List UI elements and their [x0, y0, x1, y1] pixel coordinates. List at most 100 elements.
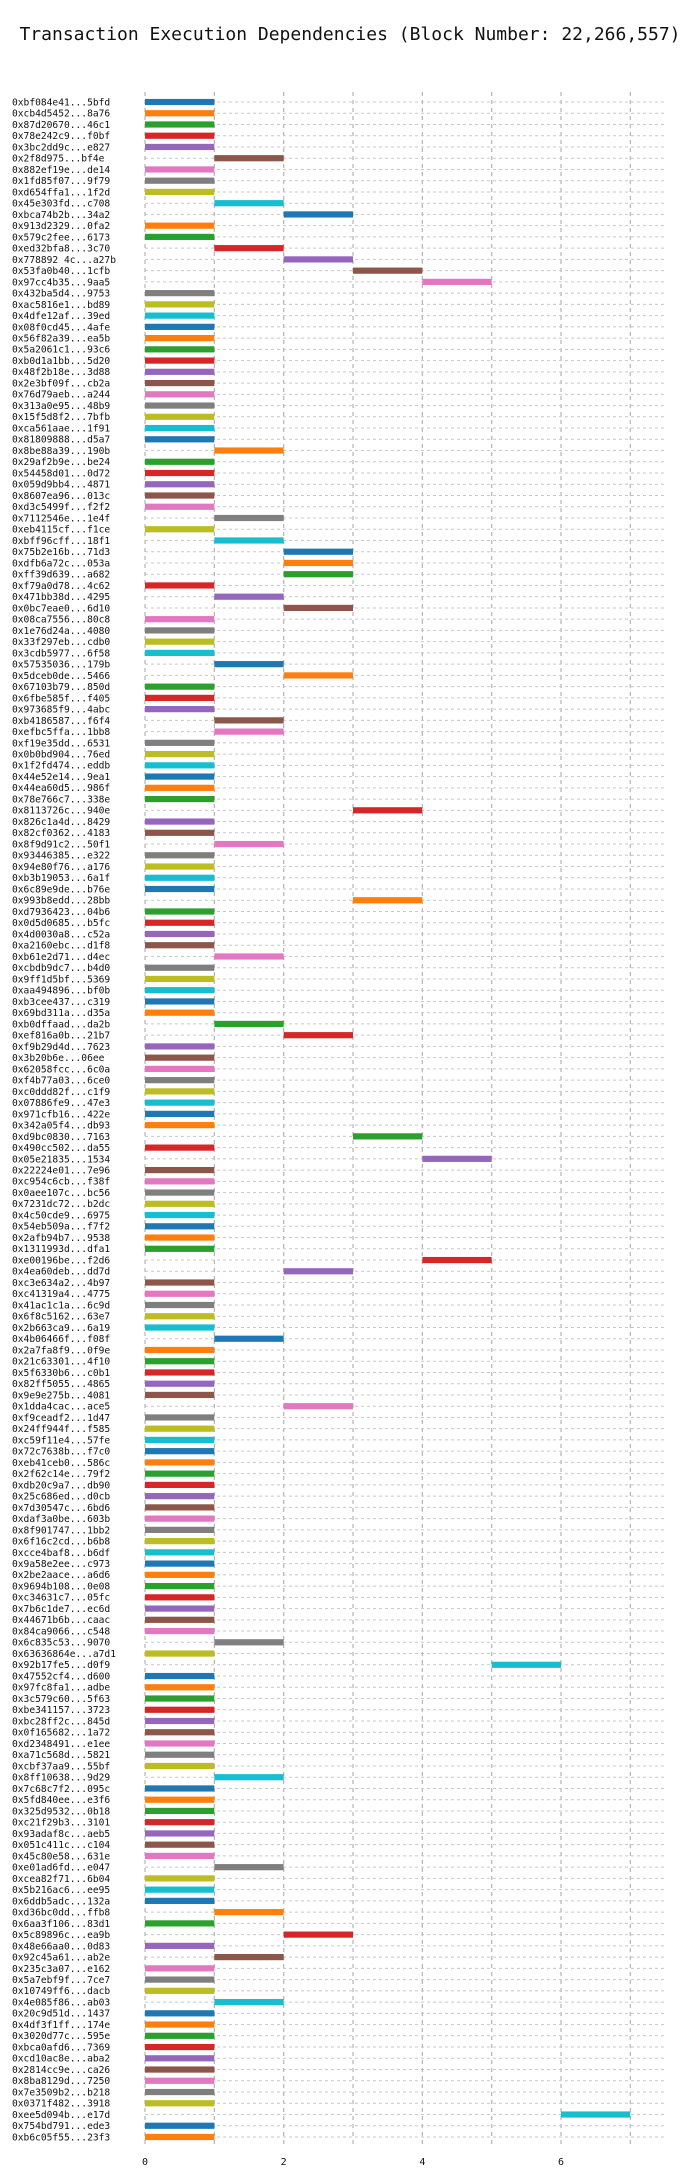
dependency-bar — [214, 1020, 284, 1028]
dependency-bar — [145, 1448, 215, 1455]
dependency-bar — [145, 492, 215, 499]
y-tick-label: 0xd654ffa1...1f2d — [12, 187, 110, 198]
dependency-bar — [214, 1639, 284, 1646]
dependency-bar — [145, 1346, 215, 1354]
y-tick-label: 0x21c63301...4f10 — [12, 1357, 110, 1368]
y-tick-label: 0xf79a0d78...4c62 — [12, 581, 110, 592]
dependency-bar — [214, 155, 284, 162]
y-tick-label: 0x0371f482...3918 — [12, 2099, 110, 2110]
y-tick-label: 0xdfb6a72c...053a — [12, 558, 110, 569]
y-tick-label: 0x22224e01...7e96 — [12, 1165, 110, 1176]
y-tick-label: 0x44ea60d5...986f — [12, 783, 110, 794]
dependency-bar — [214, 537, 284, 544]
y-tick-label: 0xb3b19053...6a1f — [12, 873, 110, 884]
y-tick-label: 0xb61e2d71...d4ec — [12, 952, 110, 963]
dependency-bar — [145, 1695, 215, 1702]
y-tick-label: 0xd7936423...04b6 — [12, 907, 110, 918]
horizontal-gridlines — [145, 101, 665, 2138]
dependency-bar — [145, 526, 215, 533]
y-tick-label: 0x3020d77c...595e — [12, 2031, 110, 2042]
dependency-bar — [145, 346, 215, 353]
y-tick-label: 0x9694b108...0e08 — [12, 1581, 110, 1592]
dependency-bar — [145, 1897, 215, 1904]
dependency-bar — [145, 2043, 215, 2051]
dependency-bar — [145, 852, 215, 859]
dependency-bar — [145, 1481, 215, 1489]
dependency-bar — [145, 706, 215, 713]
dependency-bar — [145, 1875, 215, 1882]
y-tick-label: 0x4b06466f...f08f — [12, 1334, 110, 1345]
dependency-bar — [145, 1110, 215, 1117]
y-tick-label: 0x54eb509a...f7f2 — [12, 1222, 110, 1233]
y-tick-label: 0x75b2e16b...71d3 — [12, 547, 110, 558]
dependency-bar — [145, 1470, 215, 1477]
dependency-bar — [145, 379, 215, 387]
y-tick-label: 0x0bc7eae0...6d10 — [12, 603, 110, 614]
dependency-bar — [145, 2010, 215, 2017]
y-tick-label: 0xee5d094b...e17d — [12, 2110, 110, 2121]
y-tick-label: 0x4df3f1ff...174e — [12, 2020, 110, 2031]
dependency-bar — [353, 807, 423, 814]
dependency-bar — [145, 874, 215, 881]
y-tick-label: 0x08ca7556...80c8 — [12, 615, 110, 626]
y-tick-label: 0x7c68c7f2...095c — [12, 1784, 110, 1795]
dependency-bar — [561, 2111, 631, 2118]
y-tick-label: 0x1f2fd474...eddb — [12, 761, 110, 772]
dependency-bar — [145, 2032, 215, 2039]
dependency-bar — [145, 1144, 215, 1151]
y-tick-label: 0x29af2b9e...be24 — [12, 457, 110, 468]
dependency-bar — [283, 1403, 353, 1410]
dependency-bar — [145, 1965, 215, 1972]
y-tick-label: 0x62058fcc...6c0a — [12, 1064, 110, 1075]
dependency-bar — [145, 1313, 215, 1320]
y-tick-label: 0xca561aae...1f91 — [12, 423, 110, 434]
dependency-bar — [145, 1065, 215, 1073]
y-tick-label: 0x4c50cde9...6975 — [12, 1210, 110, 1221]
y-tick-label: 0x1dda4cac...ace5 — [12, 1402, 110, 1413]
y-tick-label: 0x0f165682...1a72 — [12, 1728, 110, 1739]
y-tick-label: 0x0b0bd904...76ed — [12, 749, 110, 760]
y-tick-label: 0xbc28ff2c...845d — [12, 1716, 110, 1727]
dependency-bar — [145, 1526, 215, 1533]
dependency-bar — [145, 1122, 215, 1129]
dependency-bar — [145, 1538, 215, 1545]
y-tick-label: 0x44671b6b...caac — [12, 1615, 110, 1626]
dependency-bar — [145, 1043, 215, 1050]
dependency-bar — [145, 121, 215, 128]
y-tick-label: 0x45e303fd...c708 — [12, 199, 110, 210]
x-tick-label: 6 — [558, 2157, 564, 2168]
y-tick-label: 0x7b6c1de7...ec6d — [12, 1604, 110, 1615]
y-tick-label: 0x92c45a61...ab2e — [12, 1953, 110, 1964]
dependency-bar — [145, 402, 215, 409]
y-tick-label: 0x78e766c7...338e — [12, 794, 110, 805]
y-tick-label: 0x2a7fa8f9...0f9e — [12, 1345, 110, 1356]
y-tick-label: 0x2f8d975...bf4e — [12, 154, 105, 165]
y-tick-label: 0x5dceb0de...5466 — [12, 671, 110, 682]
y-tick-label: 0x84ca9066...c548 — [12, 1626, 110, 1637]
dependency-bar — [145, 1571, 215, 1578]
y-tick-label: 0x8f901747...1bb2 — [12, 1525, 110, 1536]
dependency-bar — [214, 840, 284, 848]
dependency-bar — [145, 1672, 215, 1680]
dependency-bar — [145, 683, 215, 690]
dependency-bar — [145, 1211, 215, 1219]
y-tick-label: 0x235c3a07...e162 — [12, 1964, 110, 1975]
y-tick-label: 0xcea82f71...6b04 — [12, 1874, 110, 1885]
dependency-bar — [145, 739, 215, 746]
dependency-bar — [145, 368, 215, 375]
y-tick-label: 0x8f9d91c2...50f1 — [12, 839, 110, 850]
y-tick-label: 0x313a0e95...48b9 — [12, 401, 110, 412]
dependency-bar — [145, 323, 215, 330]
y-tick-label: 0xc41319a4...4775 — [12, 1289, 110, 1300]
dependency-bar — [214, 661, 284, 668]
dependency-bar — [145, 2122, 215, 2129]
dependency-bar — [353, 267, 423, 274]
y-tick-label: 0x973685f9...4abc — [12, 705, 110, 716]
dependency-bar — [422, 278, 492, 285]
x-tick-label: 4 — [419, 2157, 425, 2168]
dependency-bar — [145, 357, 215, 364]
dependency-bar — [145, 694, 215, 701]
dependency-bar — [145, 930, 215, 938]
dependency-bar — [145, 1717, 215, 1725]
